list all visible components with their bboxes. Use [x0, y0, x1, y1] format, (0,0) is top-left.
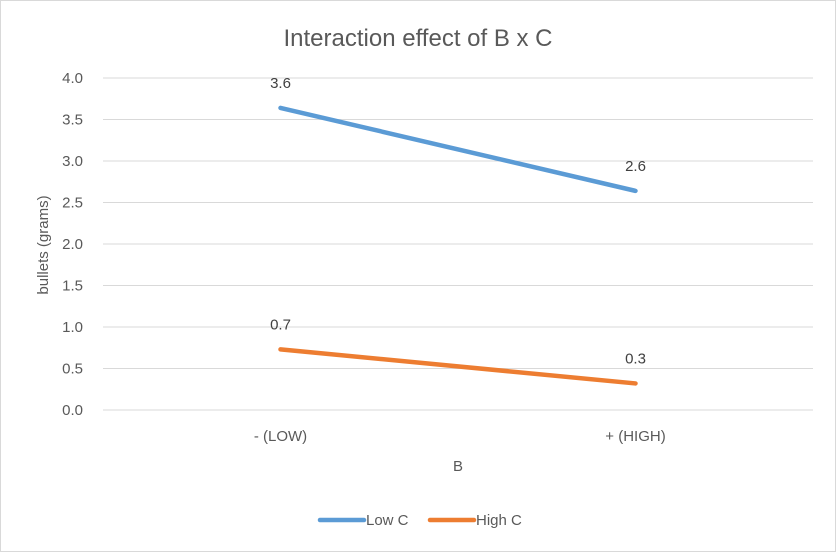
data-label: 0.7 [270, 316, 291, 333]
y-axis-ticks: 0.0 0.5 1.0 1.5 2.0 2.5 3.0 3.5 4.0 [62, 70, 83, 419]
data-label: 2.6 [625, 158, 646, 175]
y-axis-title: bullets (grams) [35, 195, 52, 294]
y-tick-label: 1.0 [62, 319, 83, 336]
y-tick-label: 3.0 [62, 153, 83, 170]
series-line-high-c [278, 347, 638, 386]
legend: Low C High C [317, 512, 522, 529]
y-tick-label: 2.5 [62, 195, 83, 212]
y-tick-label: 4.0 [62, 70, 83, 87]
data-label: 3.6 [270, 75, 291, 92]
series-lines [278, 105, 638, 386]
x-tick-label: - (LOW) [254, 428, 307, 445]
legend-label: Low C [366, 512, 409, 529]
gridlines [103, 77, 813, 411]
legend-label: High C [476, 512, 522, 529]
series-line-low-c [278, 105, 638, 194]
x-tick-label: + (HIGH) [605, 428, 665, 445]
y-tick-label: 0.5 [62, 361, 83, 378]
x-axis-ticks: - (LOW) + (HIGH) [254, 428, 666, 445]
data-label: 0.3 [625, 350, 646, 367]
chart-title: Interaction effect of B x C [283, 25, 552, 52]
y-tick-label: 0.0 [62, 402, 83, 419]
y-tick-label: 2.0 [62, 236, 83, 253]
y-tick-label: 3.5 [62, 112, 83, 129]
x-axis-title: B [453, 458, 463, 475]
y-tick-label: 1.5 [62, 278, 83, 295]
data-labels: 3.6 2.6 0.7 0.3 [270, 75, 646, 368]
